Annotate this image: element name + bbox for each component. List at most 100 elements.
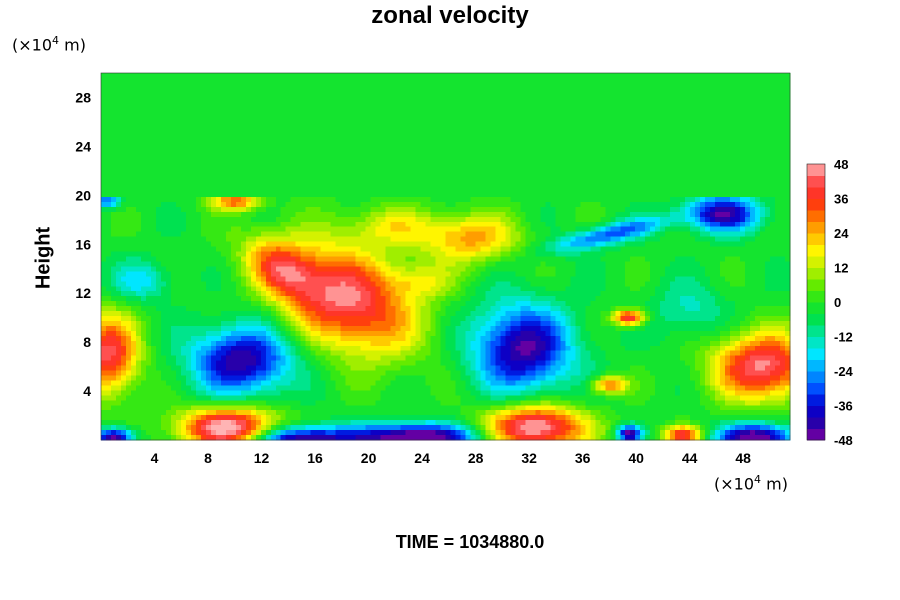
heatmap-cell (485, 132, 492, 139)
heatmap-cell (730, 162, 736, 168)
heatmap-cell (545, 152, 551, 158)
heatmap-cell (310, 73, 317, 79)
heatmap-cell (770, 107, 776, 114)
heatmap-cell (575, 142, 581, 148)
heatmap-cell (620, 132, 626, 139)
heatmap-cell (715, 241, 721, 248)
heatmap-cell (150, 117, 157, 124)
heatmap-cell (255, 102, 262, 109)
heatmap-cell (630, 73, 636, 79)
heatmap-cell (220, 73, 227, 79)
heatmap-cell (275, 107, 282, 114)
heatmap-cell (450, 147, 457, 153)
heatmap-cell (145, 157, 152, 163)
heatmap-cell (155, 107, 162, 114)
heatmap-cell (605, 157, 611, 163)
heatmap-cell (365, 226, 372, 233)
heatmap-cell (500, 226, 507, 233)
heatmap-cell (310, 201, 317, 208)
heatmap-cell (705, 236, 711, 243)
heatmap-cell (530, 196, 536, 203)
heatmap-cell (495, 211, 502, 218)
heatmap-cell (250, 112, 257, 119)
heatmap-cell (595, 87, 601, 94)
heatmap-cell (720, 127, 726, 134)
heatmap-cell (395, 196, 402, 203)
heatmap-cell (445, 122, 452, 129)
heatmap-cell (585, 192, 591, 198)
heatmap-cell (280, 196, 287, 203)
heatmap-cell (150, 147, 157, 153)
heatmap-cell (575, 211, 581, 218)
heatmap-cell (280, 211, 287, 218)
heatmap-cell (325, 196, 332, 203)
heatmap-cell (775, 182, 781, 188)
heatmap-cell (350, 241, 357, 248)
heatmap-cell (350, 147, 357, 153)
heatmap-cell (500, 246, 507, 253)
heatmap-cell (610, 211, 616, 218)
heatmap-cell (455, 231, 462, 238)
heatmap-cell (500, 177, 507, 183)
heatmap-cell (465, 226, 472, 233)
heatmap-cell (265, 92, 272, 99)
heatmap-cell (235, 117, 242, 124)
heatmap-cell (105, 152, 112, 158)
heatmap-cell (340, 162, 347, 168)
heatmap-cell (120, 152, 127, 158)
heatmap-cell (195, 152, 202, 158)
heatmap-cell (570, 246, 576, 253)
heatmap-cell (570, 142, 576, 148)
heatmap-cell (285, 187, 292, 193)
heatmap-cell (101, 122, 107, 129)
heatmap-cell (755, 246, 761, 253)
heatmap-cell (155, 246, 162, 253)
heatmap-cell (710, 142, 716, 148)
heatmap-cell (240, 236, 247, 243)
heatmap-cell (370, 206, 377, 213)
heatmap-cell (275, 226, 282, 233)
heatmap-cell (405, 201, 412, 208)
heatmap-cell (455, 246, 462, 253)
heatmap-cell (685, 137, 691, 144)
heatmap-cell (460, 162, 467, 168)
heatmap-cell (535, 177, 541, 183)
heatmap-cell (700, 157, 706, 163)
heatmap-cell (270, 211, 277, 218)
heatmap-cell (530, 177, 536, 183)
heatmap-cell (175, 82, 182, 89)
heatmap-cell (775, 87, 781, 94)
heatmap-cell (295, 127, 302, 134)
heatmap-cell (210, 192, 217, 198)
heatmap-cell (730, 216, 736, 223)
heatmap-cell (590, 226, 596, 233)
heatmap-cell (130, 177, 137, 183)
heatmap-cell (260, 231, 267, 238)
heatmap-cell (765, 172, 771, 178)
heatmap-cell (735, 97, 741, 104)
heatmap-cell (325, 226, 332, 233)
heatmap-cell (235, 167, 242, 173)
heatmap-cell (490, 177, 497, 183)
heatmap-cell (445, 132, 452, 139)
heatmap-cell (245, 157, 252, 163)
heatmap-cell (235, 157, 242, 163)
heatmap-cell (375, 177, 382, 183)
heatmap-cell (260, 92, 267, 99)
heatmap-cell (150, 122, 157, 129)
heatmap-cell (155, 196, 162, 203)
heatmap-cell (730, 236, 736, 243)
heatmap-cell (255, 132, 262, 139)
heatmap-cell (595, 147, 601, 153)
heatmap-cell (115, 196, 122, 203)
heatmap-cell (165, 157, 172, 163)
heatmap-cell (300, 206, 307, 213)
heatmap-cell (255, 211, 262, 218)
heatmap-cell (450, 73, 457, 79)
heatmap-cell (645, 137, 651, 144)
heatmap-cell (430, 142, 437, 148)
heatmap-cell (500, 216, 507, 223)
heatmap-cell (380, 167, 387, 173)
heatmap-cell (425, 107, 432, 114)
heatmap-cell (445, 226, 452, 233)
